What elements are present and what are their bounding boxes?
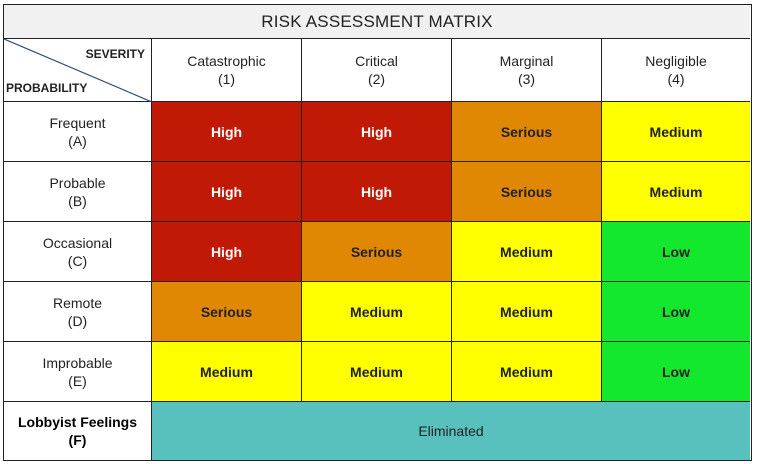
- corner-diagonal-line: [4, 39, 152, 102]
- probability-name: Frequent: [49, 114, 106, 131]
- severity-code: (2): [367, 71, 386, 87]
- probability-header-probable: Probable (B): [4, 162, 152, 222]
- risk-cell: High: [152, 102, 302, 162]
- risk-cell: Medium: [602, 162, 750, 222]
- severity-header-catastrophic: Catastrophic (1): [152, 39, 302, 102]
- severity-name: Marginal: [499, 53, 554, 69]
- risk-cell: Medium: [302, 282, 452, 342]
- probability-header-occasional: Occasional (C): [4, 222, 152, 282]
- risk-cell: Low: [602, 342, 750, 402]
- probability-header-remote: Remote (D): [4, 282, 152, 342]
- probability-name: Remote: [52, 294, 103, 311]
- severity-header-negligible: Negligible (4): [602, 39, 750, 102]
- probability-header-frequent: Frequent (A): [4, 102, 152, 162]
- risk-cell: High: [302, 162, 452, 222]
- severity-code: (4): [667, 71, 685, 87]
- corner-header: SEVERITY PROBABILITY: [4, 39, 152, 102]
- risk-cell: Medium: [452, 342, 602, 402]
- probability-code: (A): [68, 132, 87, 149]
- severity-header-critical: Critical (2): [302, 39, 452, 102]
- probability-label: PROBABILITY: [6, 81, 88, 95]
- risk-cell: Serious: [302, 222, 452, 282]
- severity-name: Critical: [355, 53, 398, 69]
- probability-code: (F): [68, 432, 87, 448]
- severity-name: Negligible: [645, 53, 707, 69]
- severity-header-marginal: Marginal (3): [452, 39, 602, 102]
- probability-name: Occasional: [42, 234, 113, 251]
- severity-label: SEVERITY: [85, 47, 145, 61]
- risk-cell: High: [302, 102, 452, 162]
- risk-cell: Serious: [452, 162, 602, 222]
- risk-cell: Medium: [452, 282, 602, 342]
- probability-name: Improbable: [42, 354, 113, 371]
- probability-name: Lobbyist Feelings: [17, 414, 137, 430]
- risk-cell: Medium: [602, 102, 750, 162]
- risk-cell: Medium: [452, 222, 602, 282]
- eliminated-cell: Eliminated: [152, 402, 750, 460]
- probability-name: Probable: [49, 174, 106, 191]
- probability-header-lobbyist-feelings: Lobbyist Feelings (F): [4, 402, 152, 460]
- risk-cell: High: [152, 222, 302, 282]
- severity-name: Catastrophic: [187, 53, 266, 69]
- risk-cell: High: [152, 162, 302, 222]
- risk-cell: Serious: [152, 282, 302, 342]
- risk-assessment-matrix: RISK ASSESSMENT MATRIX SEVERITY PROBABIL…: [3, 4, 752, 461]
- probability-code: (E): [68, 372, 87, 389]
- severity-code: (1): [217, 71, 236, 87]
- matrix-title: RISK ASSESSMENT MATRIX: [4, 5, 750, 39]
- probability-code: (D): [67, 312, 88, 329]
- probability-header-improbable: Improbable (E): [4, 342, 152, 402]
- risk-cell: Medium: [152, 342, 302, 402]
- risk-cell: Serious: [452, 102, 602, 162]
- risk-cell: Low: [602, 222, 750, 282]
- risk-cell: Low: [602, 282, 750, 342]
- probability-code: (C): [67, 252, 88, 269]
- risk-cell: Medium: [302, 342, 452, 402]
- probability-code: (B): [68, 192, 87, 209]
- severity-code: (3): [517, 71, 536, 87]
